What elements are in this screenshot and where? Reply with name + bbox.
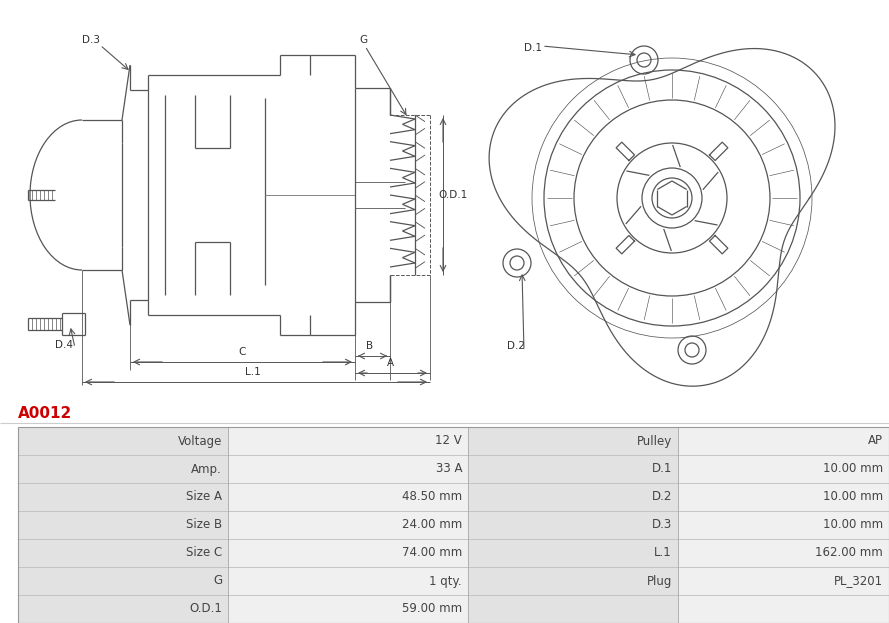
Text: B: B (366, 341, 373, 351)
Text: D.3: D.3 (82, 35, 100, 45)
Text: D.1: D.1 (524, 43, 542, 53)
Text: 12 V: 12 V (436, 434, 462, 447)
Text: 33 A: 33 A (436, 462, 462, 475)
Text: Size A: Size A (186, 490, 222, 503)
Bar (18, 567, 228, 595)
Bar (678, 483, 889, 511)
Bar (18, 427, 228, 455)
Text: Amp.: Amp. (191, 462, 222, 475)
Text: D.1: D.1 (652, 462, 672, 475)
Bar (18, 595, 228, 623)
Text: 10.00 mm: 10.00 mm (823, 490, 883, 503)
Text: Size C: Size C (186, 546, 222, 559)
Text: 10.00 mm: 10.00 mm (823, 518, 883, 531)
Bar (18, 483, 228, 511)
Bar (468, 483, 678, 511)
Bar (468, 567, 678, 595)
Text: A0012: A0012 (18, 406, 72, 421)
Text: 74.00 mm: 74.00 mm (402, 546, 462, 559)
Text: L.1: L.1 (245, 367, 260, 377)
Bar (18, 539, 228, 567)
Text: D.2: D.2 (507, 341, 525, 351)
Bar (228, 595, 468, 623)
Text: C: C (238, 347, 245, 357)
Text: Pulley: Pulley (637, 434, 672, 447)
Bar (678, 455, 889, 483)
Text: 162.00 mm: 162.00 mm (815, 546, 883, 559)
Bar (18, 455, 228, 483)
Bar (468, 455, 678, 483)
Bar (228, 483, 468, 511)
Text: 1 qty.: 1 qty. (429, 574, 462, 587)
Text: L.1: L.1 (654, 546, 672, 559)
Bar (228, 567, 468, 595)
Text: 24.00 mm: 24.00 mm (402, 518, 462, 531)
Text: D.3: D.3 (652, 518, 672, 531)
Bar (468, 595, 678, 623)
Text: 59.00 mm: 59.00 mm (402, 602, 462, 616)
Bar (678, 427, 889, 455)
Text: D.4: D.4 (55, 340, 73, 350)
Text: Plug: Plug (646, 574, 672, 587)
Text: O.D.1: O.D.1 (438, 190, 468, 200)
Text: Size B: Size B (186, 518, 222, 531)
Text: PL_3201: PL_3201 (834, 574, 883, 587)
Bar (228, 455, 468, 483)
Text: G: G (359, 35, 367, 45)
Bar (678, 539, 889, 567)
Text: O.D.1: O.D.1 (189, 602, 222, 616)
Bar (18, 427, 889, 623)
Text: AP: AP (868, 434, 883, 447)
Text: A: A (387, 358, 394, 368)
Bar (228, 511, 468, 539)
Bar (18, 511, 228, 539)
Text: Voltage: Voltage (178, 434, 222, 447)
Bar (678, 567, 889, 595)
Text: D.2: D.2 (652, 490, 672, 503)
Bar (228, 427, 468, 455)
Text: 48.50 mm: 48.50 mm (402, 490, 462, 503)
Bar (468, 539, 678, 567)
Bar (468, 511, 678, 539)
Bar (678, 595, 889, 623)
Text: G: G (212, 574, 222, 587)
Bar (468, 427, 678, 455)
Bar (228, 539, 468, 567)
Bar (678, 511, 889, 539)
Text: 10.00 mm: 10.00 mm (823, 462, 883, 475)
